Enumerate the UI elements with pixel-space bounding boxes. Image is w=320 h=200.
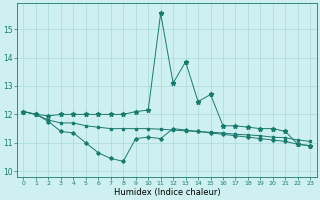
X-axis label: Humidex (Indice chaleur): Humidex (Indice chaleur) <box>114 188 220 197</box>
